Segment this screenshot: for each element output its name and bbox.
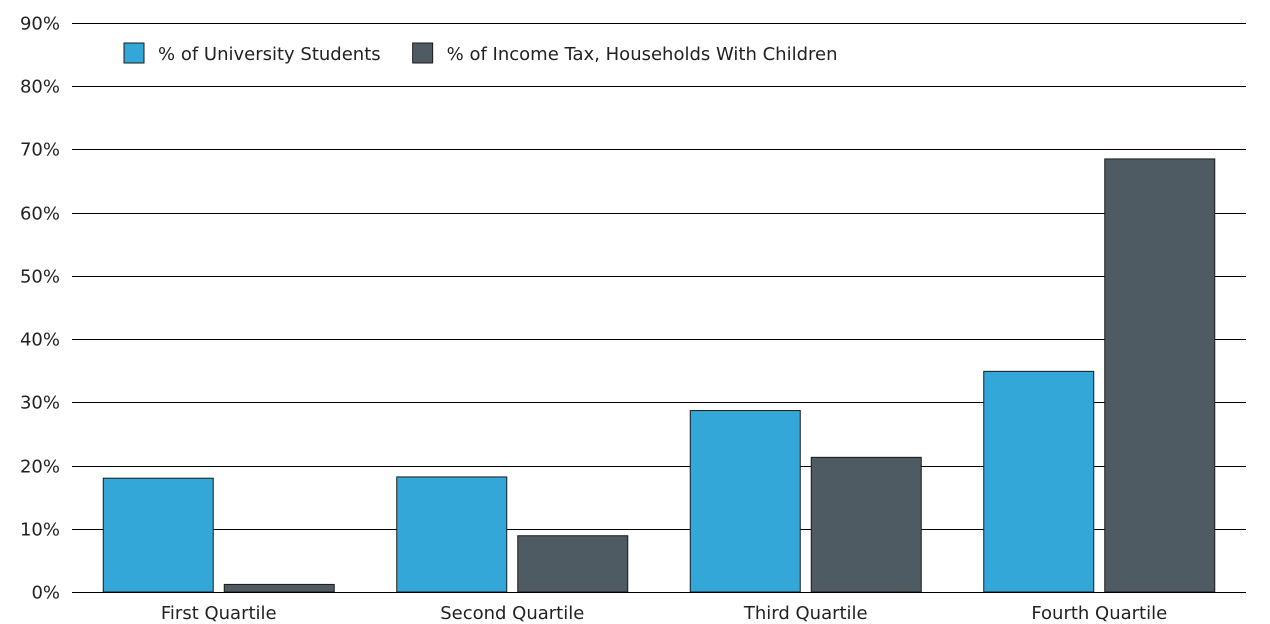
y-tick-label: 50%	[20, 267, 60, 288]
legend-swatch	[123, 42, 145, 64]
bar-series-1-4	[983, 370, 1095, 593]
bar-series-2-3	[810, 456, 922, 593]
x-category-label: First Quartile	[161, 603, 277, 624]
legend-item-2: % of Income Tax, Households With Childre…	[412, 42, 838, 65]
y-tick-label: 80%	[20, 77, 60, 98]
legend-swatch	[412, 42, 434, 64]
x-category-label: Fourth Quartile	[1031, 603, 1167, 624]
y-tick-label: 60%	[20, 204, 60, 225]
legend-label: % of Income Tax, Households With Childre…	[447, 44, 838, 65]
x-category-label: Second Quartile	[440, 603, 584, 624]
y-tick-label: 90%	[20, 14, 60, 35]
y-tick-label: 40%	[20, 330, 60, 351]
x-category-label: Third Quartile	[743, 603, 868, 624]
bar-series-2-2	[517, 535, 629, 593]
bar-series-2-1	[223, 583, 335, 593]
y-tick-label: 20%	[20, 457, 60, 478]
x-axis-category-labels: First Quartile Second Quartile Third Quart…	[161, 603, 1167, 624]
bar-series-1-1	[102, 477, 214, 593]
y-tick-label: 30%	[20, 393, 60, 414]
legend: % of University Students % of Income Tax,…	[123, 42, 838, 65]
bars	[72, 158, 1246, 593]
y-tick-label: 10%	[20, 520, 60, 541]
bar-series-1-3	[689, 410, 801, 593]
y-axis-tick-labels: 0% 10% 20% 30% 40% 50% 60% 70% 80% 90%	[20, 14, 60, 604]
gridlines	[72, 23, 1246, 593]
bar-series-1-2	[396, 476, 508, 593]
y-tick-label: 70%	[20, 140, 60, 161]
bar-series-2-4	[1104, 158, 1216, 593]
y-tick-label: 0%	[31, 583, 60, 604]
legend-item-1: % of University Students	[123, 42, 381, 65]
legend-label: % of University Students	[158, 44, 381, 65]
